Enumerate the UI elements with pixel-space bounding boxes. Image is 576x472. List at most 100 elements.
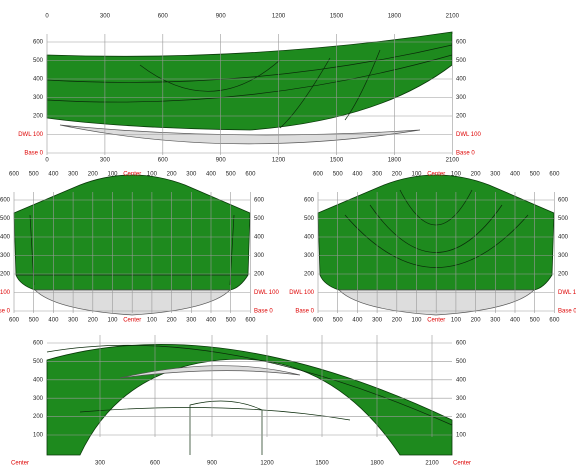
- y-tick-label: 500: [456, 359, 467, 365]
- y-tick-label: 500: [456, 58, 467, 64]
- x-tick-label: 2100: [446, 14, 460, 20]
- x-tick-label: 400: [206, 318, 217, 324]
- y-tick-label: DWL 100: [254, 290, 279, 296]
- x-tick-label: 100: [147, 318, 158, 324]
- x-tick-label: Center: [427, 172, 445, 178]
- x-tick-label: 400: [352, 172, 363, 178]
- x-tick-label: 400: [510, 172, 521, 178]
- station-lines: [46, 344, 453, 455]
- x-tick-label: 300: [490, 318, 501, 324]
- x-tick-label: 1500: [330, 14, 344, 20]
- y-tick-label: 600: [456, 40, 467, 46]
- x-tick-label: 200: [392, 172, 403, 178]
- x-tick-label: 600: [245, 172, 256, 178]
- y-tick-label: DWL 100: [18, 132, 43, 138]
- x-tick-label: 300: [68, 172, 79, 178]
- y-tick-label: 500: [304, 216, 315, 222]
- y-tick-label: 400: [456, 377, 467, 383]
- y-tick-label: Base 0: [24, 151, 43, 157]
- x-tick-label: 1200: [272, 14, 286, 20]
- x-tick-label: 2100: [425, 461, 439, 467]
- x-tick-label: 1200: [260, 461, 274, 467]
- x-tick-label: 200: [471, 318, 482, 324]
- y-tick-label: 500: [0, 216, 11, 222]
- y-tick-label: Base 0: [295, 309, 314, 315]
- x-tick-label: 400: [206, 172, 217, 178]
- y-tick-label: Base 0: [0, 309, 11, 315]
- x-tick-label: Center: [123, 318, 141, 324]
- y-tick-label: 200: [33, 114, 44, 120]
- y-tick-label: 400: [33, 377, 44, 383]
- y-tick-label: 300: [0, 253, 11, 259]
- y-tick-label: 400: [456, 77, 467, 83]
- y-tick-label: 200: [456, 414, 467, 420]
- x-tick-label: Center: [427, 318, 445, 324]
- x-tick-label: 600: [158, 158, 169, 164]
- y-tick-label: 300: [456, 396, 467, 402]
- x-tick-label: 300: [100, 14, 111, 20]
- y-tick-label: Base 0: [558, 309, 576, 315]
- x-tick-label: 500: [226, 318, 237, 324]
- x-tick-label: 400: [48, 318, 59, 324]
- x-tick-label: 600: [549, 318, 560, 324]
- x-tick-label: 200: [167, 172, 178, 178]
- y-tick-label: DWL 100: [558, 290, 576, 296]
- x-tick-label: 1800: [388, 158, 402, 164]
- x-tick-label: 300: [372, 172, 383, 178]
- y-tick-label: 600: [0, 198, 11, 204]
- x-tick-label: 300: [95, 461, 106, 467]
- x-tick-label: 600: [9, 318, 20, 324]
- y-tick-label: 100: [456, 433, 467, 439]
- y-tick-label: Base 0: [254, 309, 273, 315]
- x-tick-label: 500: [29, 172, 40, 178]
- y-tick-label: 300: [456, 95, 467, 101]
- x-tick-label: 900: [216, 158, 227, 164]
- x-tick-label: 300: [186, 318, 197, 324]
- y-tick-label: 400: [304, 235, 315, 241]
- x-tick-label: 100: [107, 172, 118, 178]
- x-tick-label: 600: [245, 318, 256, 324]
- y-tick-label: 200: [254, 272, 265, 278]
- x-tick-label: 200: [167, 318, 178, 324]
- y-tick-label: 200: [456, 114, 467, 120]
- station-lines: [46, 44, 453, 129]
- x-tick-label: 500: [29, 318, 40, 324]
- x-tick-label: 400: [352, 318, 363, 324]
- x-tick-label: 1500: [315, 461, 329, 467]
- x-tick-label: 100: [411, 318, 422, 324]
- y-tick-label: 200: [304, 272, 315, 278]
- x-tick-label: 200: [88, 172, 99, 178]
- hull-shapes: [13, 31, 555, 456]
- hull-underside: [59, 124, 421, 145]
- y-tick-label: Base 0: [456, 151, 475, 157]
- x-tick-label: 600: [150, 461, 161, 467]
- y-tick-label: 600: [33, 341, 44, 347]
- y-tick-label: 300: [33, 95, 44, 101]
- x-tick-label: 600: [313, 318, 324, 324]
- x-tick-label: 400: [510, 318, 521, 324]
- x-tick-label: 300: [186, 172, 197, 178]
- x-tick-label: 300: [372, 318, 383, 324]
- x-tick-label: 300: [100, 158, 111, 164]
- x-tick-label: 100: [107, 318, 118, 324]
- y-tick-label: 300: [33, 396, 44, 402]
- x-tick-label: 200: [471, 172, 482, 178]
- y-tick-label: 300: [558, 253, 569, 259]
- y-tick-label: 500: [558, 216, 569, 222]
- y-tick-label: 300: [304, 253, 315, 259]
- y-tick-label: 600: [558, 198, 569, 204]
- y-tick-label: 400: [558, 235, 569, 241]
- x-tick-label: 200: [88, 318, 99, 324]
- x-tick-label: 600: [549, 172, 560, 178]
- x-tick-label: 900: [216, 14, 227, 20]
- x-tick-label: 0: [45, 158, 49, 164]
- y-tick-label: 200: [33, 414, 44, 420]
- x-tick-label: 100: [451, 318, 462, 324]
- y-tick-label: 600: [304, 198, 315, 204]
- x-tick-label: 400: [48, 172, 59, 178]
- x-tick-label: 200: [392, 318, 403, 324]
- y-tick-label: 200: [0, 272, 11, 278]
- y-tick-label: 600: [456, 341, 467, 347]
- x-tick-label: Center: [123, 172, 141, 178]
